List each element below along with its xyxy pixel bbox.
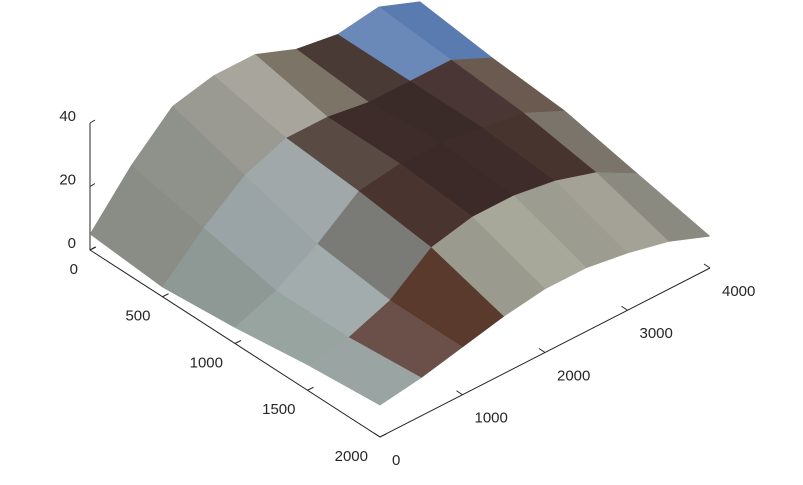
z-tick-label: 0 bbox=[68, 235, 76, 252]
x-tick-label: 1000 bbox=[475, 410, 508, 427]
z-tick-label: 20 bbox=[59, 171, 76, 188]
chart: 0 20 40 0 500 1000 1500 2000 0 1000 2000 3000 4000 bbox=[0, 0, 803, 485]
z-tick bbox=[90, 120, 95, 123]
x-tick bbox=[539, 349, 545, 353]
y-tick bbox=[163, 294, 169, 297]
x-tick bbox=[457, 391, 463, 395]
x-tick bbox=[622, 306, 628, 310]
x-tick-label: 3000 bbox=[640, 325, 673, 342]
x-tick bbox=[374, 433, 380, 437]
y-tick-label: 0 bbox=[70, 261, 78, 278]
x-tick-label: 4000 bbox=[722, 283, 755, 300]
y-tick bbox=[90, 247, 96, 250]
y-tick bbox=[380, 434, 386, 437]
y-tick-label: 1000 bbox=[190, 354, 223, 371]
y-tick bbox=[235, 341, 241, 344]
y-tick-label: 2000 bbox=[335, 448, 368, 465]
x-tick-label: 0 bbox=[392, 452, 400, 469]
x-tick-label: 2000 bbox=[557, 367, 590, 384]
y-tick-label: 1500 bbox=[262, 401, 295, 418]
y-tick-label: 500 bbox=[125, 308, 150, 325]
z-tick bbox=[90, 184, 95, 187]
z-tick-label: 40 bbox=[59, 108, 76, 125]
x-tick bbox=[704, 264, 710, 268]
y-tick bbox=[308, 387, 314, 390]
